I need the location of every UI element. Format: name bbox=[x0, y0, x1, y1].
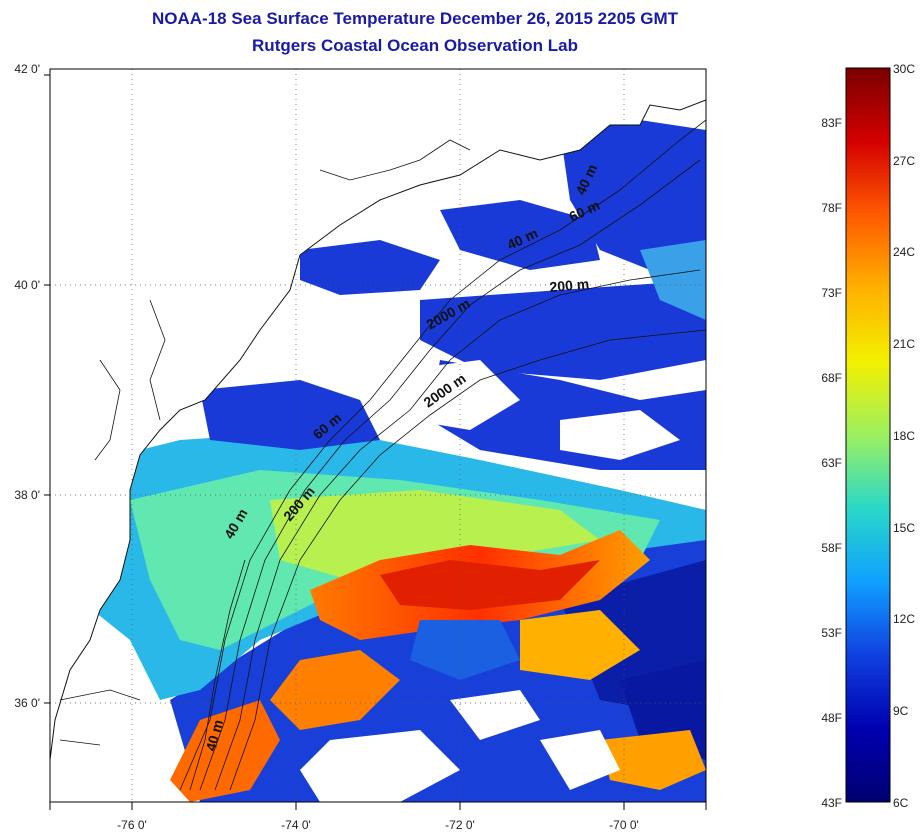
lat-label: 42 0' bbox=[14, 62, 40, 76]
colorbar-f-label: 53F bbox=[821, 626, 842, 640]
plot-frame bbox=[49, 68, 707, 803]
colorbar-c-label: 9C bbox=[893, 704, 909, 718]
lat-label: 38 0' bbox=[14, 488, 40, 502]
contour-label: 200 m bbox=[549, 276, 590, 295]
colorbar-c-label: 24C bbox=[893, 245, 916, 259]
colorbar-c-label: 12C bbox=[893, 612, 916, 626]
colorbar-f-label: 48F bbox=[821, 711, 842, 725]
colorbar-f-label: 68F bbox=[821, 371, 842, 385]
graticule bbox=[50, 69, 706, 802]
bathymetry-contours bbox=[179, 119, 706, 791]
lon-label: -76 0' bbox=[117, 818, 147, 832]
lon-label: -72 0' bbox=[445, 818, 475, 832]
colorbar-f-label: 73F bbox=[821, 286, 842, 300]
colorbar-f-label: 78F bbox=[821, 201, 842, 215]
axis-ticks bbox=[44, 74, 707, 810]
lat-label: 36 0' bbox=[14, 696, 40, 710]
colorbar-c-label: 27C bbox=[893, 154, 916, 168]
lat-label: 40 0' bbox=[14, 278, 40, 292]
map-subtitle: Rutgers Coastal Ocean Observation Lab bbox=[252, 36, 578, 55]
coastline-detail bbox=[59, 139, 471, 746]
colorbar-c-label: 15C bbox=[893, 521, 916, 535]
contour-label: 40 m bbox=[202, 718, 226, 753]
colorbar bbox=[845, 67, 891, 803]
colorbar-f-label: 83F bbox=[821, 116, 842, 130]
colorbar-c-label: 21C bbox=[893, 337, 916, 351]
lon-label: -70 0' bbox=[609, 818, 639, 832]
colorbar-c-label: 18C bbox=[893, 429, 916, 443]
colorbar-f-label: 63F bbox=[821, 456, 842, 470]
colorbar-c-label: 6C bbox=[893, 796, 909, 810]
lon-label: -74 0' bbox=[281, 818, 311, 832]
colorbar-c-label: 30C bbox=[893, 62, 916, 76]
colorbar-f-label: 58F bbox=[821, 541, 842, 555]
map-title: NOAA-18 Sea Surface Temperature December… bbox=[152, 9, 678, 28]
colorbar-f-label: 43F bbox=[821, 796, 842, 810]
land-mass bbox=[50, 69, 706, 761]
